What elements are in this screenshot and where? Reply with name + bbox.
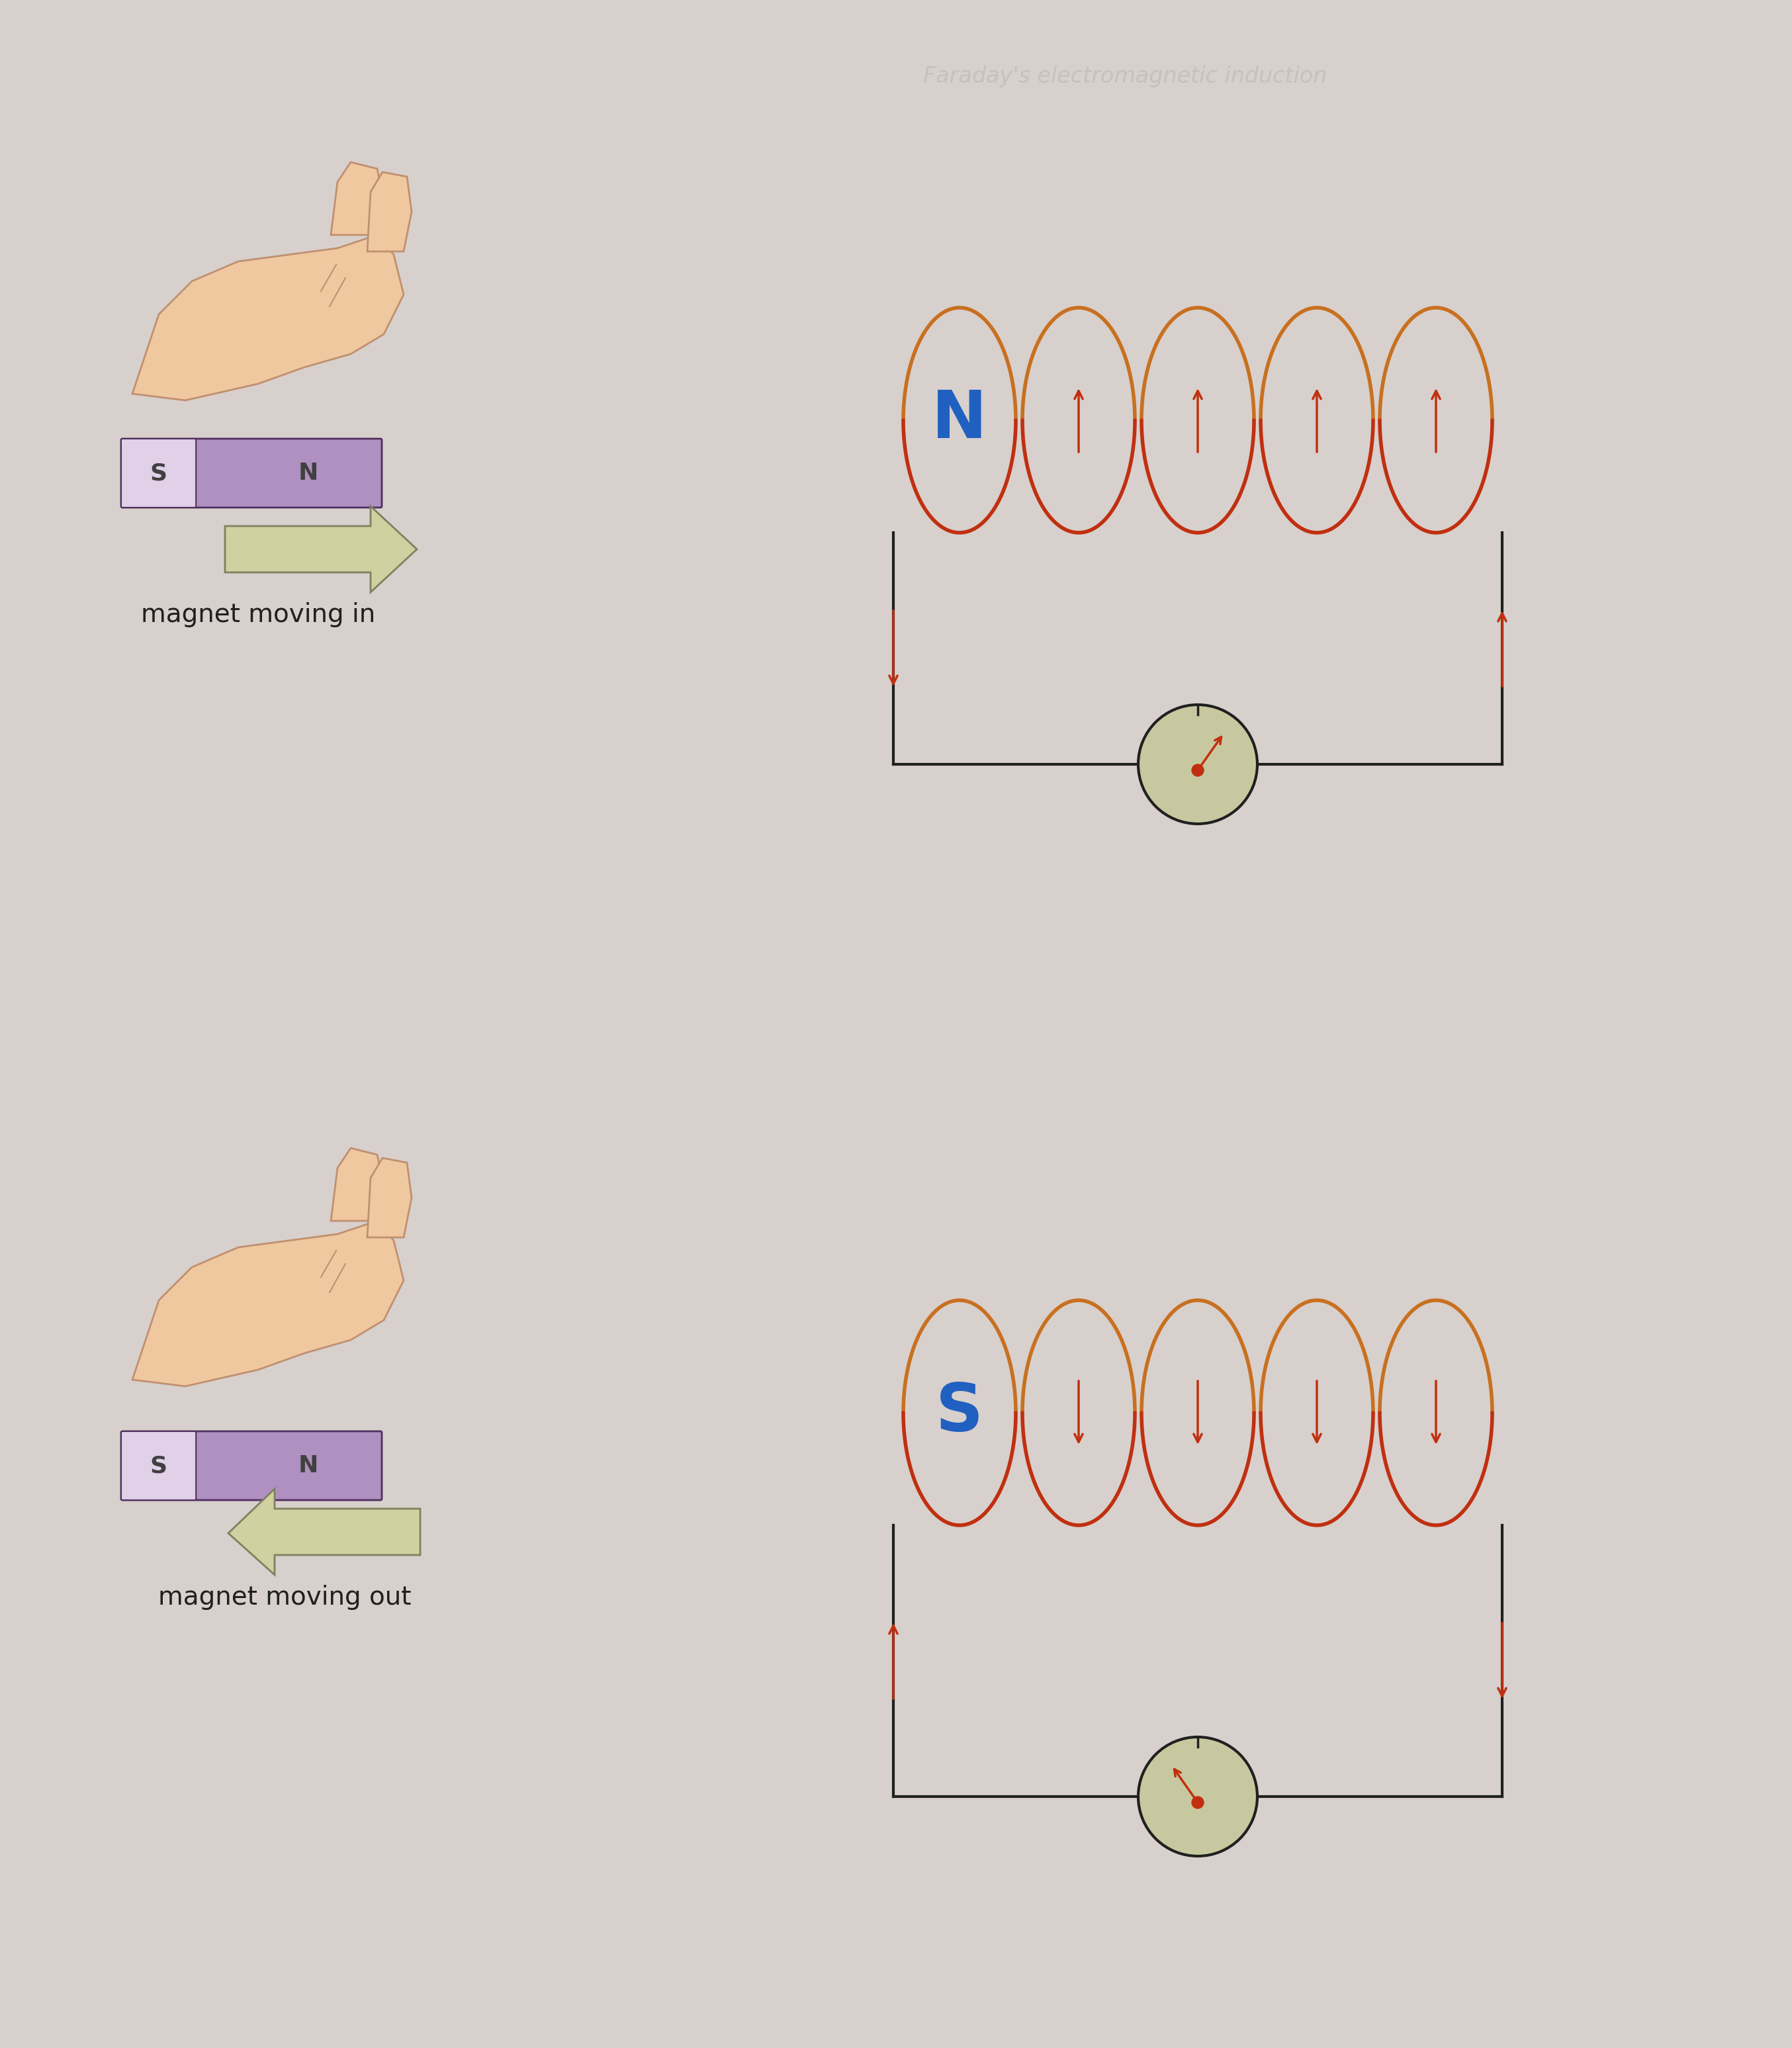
Text: N: N	[297, 463, 319, 485]
Circle shape	[1192, 764, 1204, 776]
Text: N: N	[932, 387, 987, 453]
Polygon shape	[228, 1489, 419, 1575]
Text: S: S	[151, 463, 167, 485]
Circle shape	[1192, 1796, 1204, 1808]
Text: magnet moving out: magnet moving out	[158, 1585, 410, 1610]
Polygon shape	[133, 236, 403, 399]
FancyBboxPatch shape	[122, 438, 195, 508]
Circle shape	[1138, 1737, 1258, 1855]
Polygon shape	[367, 172, 412, 252]
FancyBboxPatch shape	[122, 1432, 195, 1499]
Circle shape	[1138, 705, 1258, 823]
Polygon shape	[226, 506, 418, 592]
Polygon shape	[332, 162, 383, 236]
FancyBboxPatch shape	[122, 438, 382, 508]
Polygon shape	[332, 1149, 383, 1221]
Text: S: S	[151, 1454, 167, 1477]
Text: Faraday's electromagnetic induction: Faraday's electromagnetic induction	[923, 66, 1326, 86]
Text: magnet moving in: magnet moving in	[142, 602, 375, 627]
Text: S: S	[935, 1380, 984, 1444]
Polygon shape	[367, 1157, 412, 1237]
Polygon shape	[133, 1221, 403, 1386]
Text: N: N	[297, 1454, 319, 1477]
FancyBboxPatch shape	[122, 1432, 382, 1499]
